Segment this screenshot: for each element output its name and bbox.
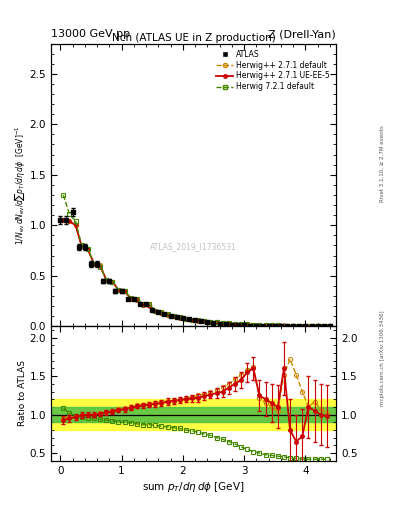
Text: mcplots.cern.ch [arXiv:1306.3436]: mcplots.cern.ch [arXiv:1306.3436] [380,311,385,406]
Text: Z (Drell-Yan): Z (Drell-Yan) [268,29,336,39]
Legend: ATLAS, Herwig++ 2.7.1 default, Herwig++ 2.7.1 UE-EE-5, Herwig 7.2.1 default: ATLAS, Herwig++ 2.7.1 default, Herwig++ … [214,47,332,94]
Bar [51,407,336,422]
Text: 13000 GeV pp: 13000 GeV pp [51,29,130,39]
Text: ATLAS_2019_I1736531: ATLAS_2019_I1736531 [150,243,237,251]
Text: Rivet 3.1.10, ≥ 2.7M events: Rivet 3.1.10, ≥ 2.7M events [380,125,385,202]
Bar [51,399,336,430]
X-axis label: sum $p_T/d\eta\,d\phi$ [GeV]: sum $p_T/d\eta\,d\phi$ [GeV] [142,480,245,494]
Y-axis label: Ratio to ATLAS: Ratio to ATLAS [18,360,27,426]
Y-axis label: $1/N_\mathrm{ev}\,dN_\mathrm{ev}/d\!\sum p_T/d\eta\,d\phi$  [GeV]$^{-1}$: $1/N_\mathrm{ev}\,dN_\mathrm{ev}/d\!\sum… [13,125,27,245]
Title: Nch (ATLAS UE in Z production): Nch (ATLAS UE in Z production) [112,33,275,42]
